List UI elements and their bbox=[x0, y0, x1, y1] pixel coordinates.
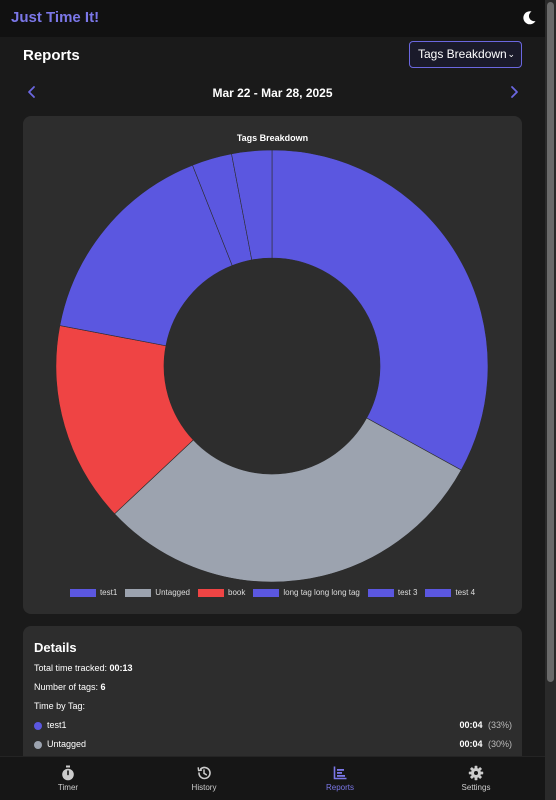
chart-slice-long-tag-long-long-tag[interactable] bbox=[59, 164, 233, 347]
legend-item[interactable]: test 4 bbox=[425, 588, 475, 597]
time-by-tag-label: Time by Tag: bbox=[34, 701, 86, 711]
date-range-label: Mar 22 - Mar 28, 2025 bbox=[212, 86, 333, 100]
legend-item[interactable]: book bbox=[198, 588, 245, 597]
legend-swatch bbox=[425, 588, 452, 597]
legend-label: Untagged bbox=[155, 588, 190, 597]
legend-label: test 4 bbox=[455, 588, 476, 597]
tag-time: 00:04 (30%) bbox=[459, 739, 512, 749]
chevron-down-icon: ⌄ bbox=[507, 49, 515, 59]
nav-history-label: History bbox=[191, 783, 217, 792]
bar-chart-icon bbox=[333, 766, 347, 780]
tag-count-line: Number of tags: 6 bbox=[34, 682, 106, 692]
details-card: Details Total time tracked: 00:13 Number… bbox=[23, 626, 522, 766]
doughnut-chart bbox=[55, 149, 489, 583]
chevron-left-icon[interactable] bbox=[24, 84, 40, 100]
page-title: Reports bbox=[23, 47, 80, 64]
tag-percent: (30%) bbox=[487, 739, 512, 749]
nav-reports[interactable]: Reports bbox=[272, 757, 408, 800]
details-title: Details bbox=[34, 640, 77, 655]
chart-card: Tags Breakdown test1 Untagged book long tag… bbox=[23, 116, 522, 614]
tag-row: Untagged 00:04 (30%) bbox=[34, 739, 512, 753]
chart-title: Tags Breakdown bbox=[236, 133, 309, 143]
legend-label: long tag long long tag bbox=[283, 588, 360, 597]
legend-swatch bbox=[253, 588, 280, 597]
tag-count-label: Number of tags: bbox=[34, 682, 99, 692]
legend-swatch bbox=[125, 588, 152, 597]
total-time-line: Total time tracked: 00:13 bbox=[34, 663, 133, 673]
app-title: Just Time It! bbox=[11, 9, 100, 26]
page-scrollbar[interactable] bbox=[545, 0, 556, 800]
tag-name: Untagged bbox=[47, 739, 87, 749]
chart-slice-test-4[interactable] bbox=[231, 149, 273, 261]
chart-slice-test1[interactable] bbox=[271, 149, 489, 471]
chart-legend: test1 Untagged book long tag long long tag t… bbox=[23, 588, 522, 597]
report-view-select[interactable]: Tags Breakdown ⌄ bbox=[409, 41, 522, 68]
legend-label: test 3 bbox=[397, 588, 418, 597]
nav-timer-label: Timer bbox=[57, 783, 79, 792]
scrollbar-thumb[interactable] bbox=[547, 2, 554, 682]
nav-timer[interactable]: Timer bbox=[0, 757, 136, 800]
bottom-nav: Timer History Reports bbox=[0, 756, 545, 800]
gear-icon bbox=[468, 765, 484, 781]
legend-swatch bbox=[69, 588, 96, 597]
top-bar: Just Time It! bbox=[0, 0, 545, 37]
legend-item[interactable]: test1 bbox=[69, 588, 118, 597]
tag-duration: 00:04 bbox=[459, 720, 483, 730]
tag-name: test1 bbox=[47, 720, 67, 730]
total-time-value: 00:13 bbox=[109, 663, 133, 673]
tag-count-value: 6 bbox=[100, 682, 106, 692]
legend-label: test1 bbox=[99, 588, 118, 597]
tag-time: 00:04 (33%) bbox=[459, 720, 512, 730]
stopwatch-icon bbox=[62, 765, 74, 781]
legend-item[interactable]: long tag long long tag bbox=[253, 588, 360, 597]
tag-percent: (33%) bbox=[487, 720, 512, 730]
nav-reports-label: Reports bbox=[325, 783, 354, 792]
nav-history[interactable]: History bbox=[136, 757, 272, 800]
legend-item[interactable]: Untagged bbox=[125, 588, 190, 597]
tag-duration: 00:04 bbox=[459, 739, 483, 749]
tag-row: test1 00:04 (33%) bbox=[34, 720, 512, 734]
legend-swatch bbox=[198, 588, 224, 597]
nav-settings-label: Settings bbox=[461, 783, 491, 792]
moon-icon[interactable] bbox=[521, 10, 537, 26]
tag-color-dot bbox=[34, 722, 42, 730]
total-time-label: Total time tracked: bbox=[34, 663, 108, 673]
legend-swatch bbox=[367, 588, 394, 597]
report-view-selected: Tags Breakdown bbox=[418, 47, 507, 61]
tag-color-dot bbox=[34, 741, 42, 749]
history-icon bbox=[197, 766, 211, 780]
nav-settings[interactable]: Settings bbox=[408, 757, 544, 800]
legend-label: book bbox=[228, 588, 246, 597]
legend-item[interactable]: test 3 bbox=[367, 588, 418, 597]
chevron-right-icon[interactable] bbox=[506, 84, 522, 100]
chart-slice-untagged[interactable] bbox=[114, 417, 462, 583]
chart-slice-book[interactable] bbox=[55, 325, 194, 515]
